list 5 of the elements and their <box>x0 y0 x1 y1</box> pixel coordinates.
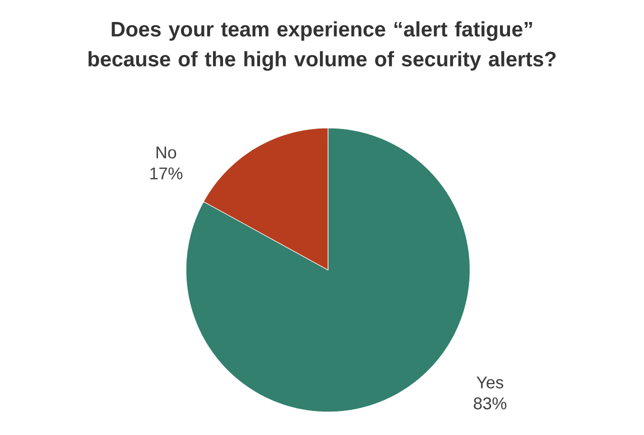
slice-label: Yes <box>476 376 504 388</box>
data-label: 83% <box>474 397 506 410</box>
chart-title: Does your team experience “alert fatigue” because of the high volume of security alerts? <box>88 21 556 71</box>
slice-label: No <box>156 146 176 158</box>
data-label: 17% <box>150 167 182 180</box>
